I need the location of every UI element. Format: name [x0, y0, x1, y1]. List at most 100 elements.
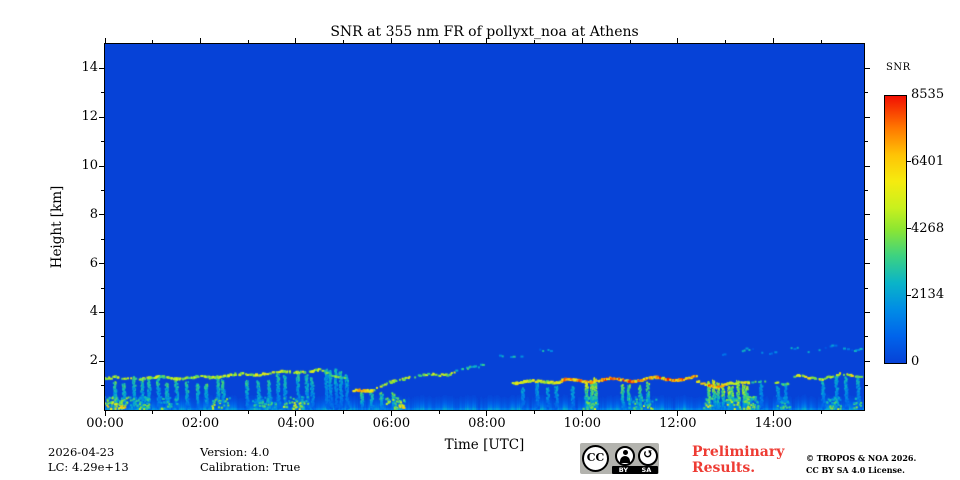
x-minor-tick-top [534, 40, 536, 43]
chart-title: SNR at 355 nm FR of pollyxt_noa at Athen… [330, 24, 639, 40]
x-minor-tick [438, 411, 440, 414]
x-minor-tick [820, 411, 822, 414]
x-major-tick-top [677, 38, 679, 43]
x-major-tick-top [104, 38, 106, 43]
snr-heatmap-canvas [105, 44, 864, 410]
calibration-label: Calibration: True [200, 460, 301, 474]
colorbar-tick-label: 2134 [911, 287, 945, 303]
y-major-tick-right [865, 165, 870, 167]
x-minor-tick-top [247, 40, 249, 43]
x-minor-tick-top [343, 40, 345, 43]
preliminary-results-note: Preliminary Results. [692, 444, 784, 476]
y-major-tick [99, 165, 104, 167]
x-tick-label: 08:00 [468, 416, 506, 431]
y-major-tick [99, 116, 104, 118]
x-minor-tick [343, 411, 345, 414]
sa-arrow-icon: ↺ [638, 446, 658, 466]
y-minor-tick [101, 385, 104, 387]
y-major-tick-right [865, 67, 870, 69]
x-minor-tick-top [152, 40, 154, 43]
x-major-tick [677, 411, 679, 416]
plot-area [104, 43, 865, 411]
y-minor-tick-right [865, 189, 868, 191]
cc-badge-labels: BY SA [612, 466, 658, 474]
x-major-tick [390, 411, 392, 416]
colorbar-tick [907, 294, 911, 296]
y-tick-label: 12 [81, 109, 98, 125]
x-major-tick-top [295, 38, 297, 43]
y-major-tick [99, 311, 104, 313]
colorbar-tick [907, 228, 911, 229]
by-person-icon [615, 446, 635, 466]
x-major-tick-top [772, 38, 774, 43]
colorbar-tick-label: 4268 [911, 220, 945, 236]
preliminary-line2: Results. [692, 460, 756, 476]
y-major-tick-right [865, 116, 870, 118]
x-minor-tick-top [438, 40, 440, 43]
x-minor-tick [247, 411, 249, 414]
y-tick-label: 4 [89, 304, 98, 320]
x-major-tick [199, 411, 201, 416]
x-tick-label: 00:00 [86, 416, 124, 431]
cc-license-badge: CC ↺ BY SA [580, 443, 659, 474]
x-minor-tick-top [629, 40, 631, 43]
x-tick-label: 14:00 [754, 416, 793, 431]
y-minor-tick [101, 336, 104, 338]
y-minor-tick-right [865, 92, 868, 94]
copyright-line1: © TROPOS & NOA 2026. [806, 453, 917, 463]
y-minor-tick-right [865, 141, 868, 143]
colorbar-tick [907, 161, 911, 163]
y-tick-label: 6 [89, 255, 98, 271]
y-minor-tick-right [865, 287, 868, 289]
y-minor-tick-right [865, 385, 868, 387]
by-label: BY [618, 466, 629, 474]
x-major-tick-top [199, 38, 201, 43]
y-major-tick-right [865, 214, 870, 216]
colorbar [884, 95, 907, 364]
x-tick-label: 06:00 [372, 416, 411, 431]
y-tick-label: 2 [89, 353, 98, 369]
y-tick-label: 14 [81, 60, 98, 76]
x-minor-tick-top [820, 40, 822, 43]
x-tick-label: 12:00 [659, 416, 697, 431]
cc-icon: CC [582, 445, 609, 472]
y-major-tick [99, 67, 104, 69]
preliminary-line1: Preliminary [692, 444, 785, 460]
y-minor-tick [101, 238, 104, 240]
y-major-tick-right [865, 311, 870, 313]
y-major-tick-right [865, 263, 870, 265]
y-tick-label: 8 [89, 206, 98, 222]
y-major-tick [99, 263, 104, 265]
y-minor-tick [101, 141, 104, 143]
y-minor-tick-right [865, 336, 868, 338]
y-major-tick [99, 214, 104, 216]
x-major-tick [486, 411, 488, 416]
x-major-tick-top [581, 38, 583, 43]
copyright-note: © TROPOS & NOA 2026. CC BY SA 4.0 Licens… [806, 453, 916, 476]
sa-label: SA [641, 466, 652, 474]
x-major-tick [295, 411, 297, 416]
version-label: Version: 4.0 [200, 445, 270, 459]
x-major-tick [581, 411, 583, 416]
x-major-tick-top [390, 38, 392, 43]
x-minor-tick-top [725, 40, 727, 43]
colorbar-tick-label: 8535 [911, 87, 945, 102]
x-minor-tick [725, 411, 727, 414]
colorbar-title: SNR [886, 62, 911, 73]
x-major-tick [772, 411, 774, 416]
y-minor-tick [101, 287, 104, 289]
x-minor-tick [629, 411, 631, 414]
x-major-tick-top [486, 38, 488, 43]
y-major-tick [99, 360, 104, 362]
y-minor-tick-right [865, 238, 868, 240]
x-tick-label: 10:00 [563, 416, 602, 431]
y-tick-label: 10 [81, 158, 98, 173]
x-axis-label: Time [UTC] [444, 437, 525, 453]
y-minor-tick [101, 189, 104, 191]
copyright-line2: CC BY SA 4.0 License. [806, 464, 905, 475]
x-tick-label: 02:00 [181, 416, 220, 431]
x-major-tick [104, 411, 106, 416]
x-minor-tick [152, 411, 154, 414]
x-minor-tick [534, 411, 536, 414]
